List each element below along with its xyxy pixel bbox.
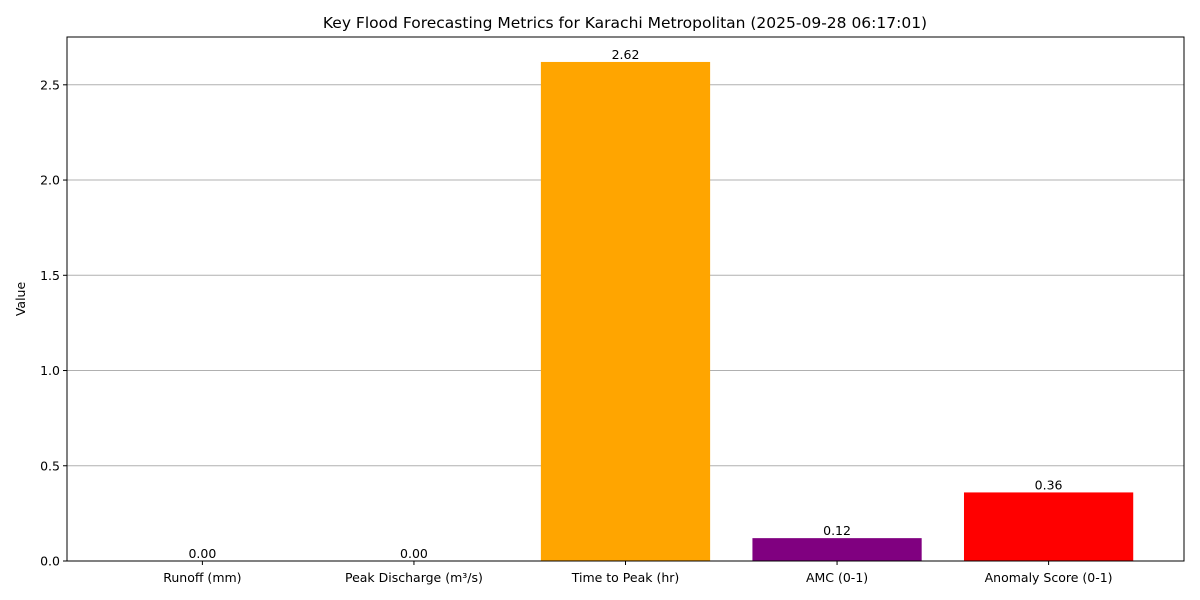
bars bbox=[540, 61, 1134, 561]
x-tick-label: AMC (0-1) bbox=[806, 570, 868, 585]
data-label: 0.12 bbox=[823, 523, 851, 538]
chart-title: Key Flood Forecasting Metrics for Karach… bbox=[323, 14, 927, 32]
y-tick-label: 1.5 bbox=[40, 268, 60, 283]
y-tick-label: 1.0 bbox=[40, 363, 60, 378]
y-axis-label: Value bbox=[13, 282, 28, 317]
x-tick-label: Peak Discharge (m³/s) bbox=[345, 570, 483, 585]
y-tick-label: 0.0 bbox=[40, 554, 60, 569]
x-tick-label: Runoff (mm) bbox=[163, 570, 241, 585]
y-ticks: 0.0 0.5 1.0 1.5 2.0 2.5 bbox=[40, 77, 67, 569]
y-tick-label: 2.0 bbox=[40, 173, 60, 188]
data-label: 0.00 bbox=[400, 546, 428, 561]
x-tick-label: Time to Peak (hr) bbox=[571, 570, 680, 585]
data-label: 0.36 bbox=[1035, 477, 1063, 492]
data-label: 2.62 bbox=[612, 47, 640, 62]
data-label: 0.00 bbox=[188, 546, 216, 561]
y-tick-label: 0.5 bbox=[40, 458, 60, 473]
x-ticks: Runoff (mm) Peak Discharge (m³/s) Time to … bbox=[163, 561, 1113, 585]
x-tick-label: Anomaly Score (0-1) bbox=[985, 570, 1113, 585]
bar bbox=[540, 61, 711, 561]
bar bbox=[963, 492, 1134, 561]
data-labels: 0.00 0.00 2.62 0.12 0.36 bbox=[188, 47, 1062, 561]
bar bbox=[752, 538, 922, 561]
y-tick-label: 2.5 bbox=[40, 77, 60, 92]
